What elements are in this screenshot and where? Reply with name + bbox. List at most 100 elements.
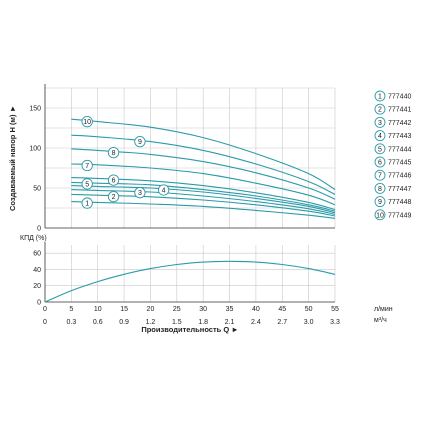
curve-marker-text: 3 — [138, 190, 142, 197]
x2-tick-label: 0 — [43, 319, 47, 326]
y-tick-label: 40 — [33, 267, 41, 274]
x2-tick-label: 1.8 — [198, 319, 208, 326]
curve-marker-text: 1 — [85, 201, 89, 208]
head-curve-2 — [71, 193, 336, 217]
legend-entry: 777446 — [388, 173, 411, 180]
y-tick-label: 0 — [37, 300, 41, 307]
x2-tick-label: 0.6 — [93, 319, 103, 326]
legend-marker-text: 9 — [378, 199, 382, 206]
y-tick-label: 20 — [33, 283, 41, 290]
curve-marker-text: 10 — [83, 119, 91, 126]
legend-marker-9 — [374, 196, 386, 208]
x2-tick-label: 0.3 — [66, 319, 76, 326]
curve-marker-10 — [81, 115, 93, 128]
y-tick-label: 150 — [29, 106, 41, 113]
x-unit-label: л/мин — [374, 306, 393, 313]
legend-marker-text: 7 — [378, 173, 382, 180]
legend-entry: 777443 — [388, 133, 411, 140]
head-curve-5 — [71, 181, 336, 212]
curve-marker-text: 2 — [112, 194, 116, 201]
legend-marker-8 — [374, 182, 386, 194]
legend-marker-10 — [374, 209, 386, 221]
x-tick-label: 50 — [305, 306, 313, 313]
legend-entry: 777444 — [388, 146, 411, 153]
curve-marker-2 — [107, 191, 120, 203]
legend-entry: 777449 — [388, 212, 411, 219]
y-tick-label: 100 — [29, 146, 41, 153]
y-tick-label: 60 — [33, 251, 41, 258]
curve-marker-text: 4 — [162, 188, 166, 195]
legend-entry: 777441 — [388, 107, 411, 114]
legend-marker-4 — [374, 130, 386, 142]
legend-entry: 777445 — [388, 160, 411, 167]
head-curve-7 — [71, 163, 336, 206]
legend-entry: 777448 — [388, 199, 411, 206]
curve-marker-7 — [81, 159, 93, 172]
x-tick-label: 0 — [43, 306, 47, 313]
curve-marker-4 — [157, 184, 170, 196]
legend-entry: 777442 — [388, 120, 411, 127]
y-tick-label: 50 — [33, 186, 41, 193]
head-curve-8 — [71, 148, 336, 200]
legend-marker-text: 2 — [378, 107, 382, 114]
head-curve-10 — [71, 118, 336, 191]
curve-marker-text: 7 — [85, 163, 89, 170]
x2-tick-label: 3.3 — [330, 319, 340, 326]
legend-marker-text: 10 — [376, 212, 384, 219]
head-curve-9 — [71, 134, 336, 195]
x2-tick-label: 1.5 — [172, 319, 182, 326]
head-curve-4 — [71, 185, 336, 214]
curve-marker-8 — [107, 146, 120, 159]
x-axis-title: Производительность Q ► — [141, 325, 238, 334]
legend-marker-5 — [374, 143, 386, 155]
curve-marker-3 — [134, 187, 146, 199]
x2-tick-label: 2.7 — [277, 319, 287, 326]
x-tick-label: 5 — [69, 306, 73, 313]
x2-tick-label: 2.4 — [251, 319, 261, 326]
y-tick-label: 0 — [37, 226, 41, 233]
legend-marker-7 — [374, 169, 386, 181]
legend-entry: 777440 — [388, 94, 411, 101]
x2-tick-label: 1.2 — [146, 319, 156, 326]
x-tick-label: 30 — [199, 306, 207, 313]
curve-marker-5 — [81, 178, 93, 190]
curve-marker-text: 9 — [138, 139, 142, 146]
x2-tick-label: 2.1 — [225, 319, 235, 326]
legend-marker-2 — [374, 103, 386, 115]
x-tick-label: 25 — [173, 306, 181, 313]
efficiency-curve — [44, 260, 336, 303]
curve-marker-1 — [81, 197, 93, 209]
legend-marker-text: 4 — [378, 133, 382, 140]
x-tick-label: 45 — [278, 306, 286, 313]
legend-marker-text: 1 — [378, 94, 382, 101]
legend-marker-3 — [374, 116, 386, 128]
x-tick-label: 35 — [226, 306, 234, 313]
legend-marker-text: 8 — [378, 186, 382, 193]
x2-tick-label: 0.9 — [119, 319, 129, 326]
head-curve-1 — [71, 201, 336, 219]
x2-tick-label: 3.0 — [304, 319, 314, 326]
x-tick-label: 55 — [331, 306, 339, 313]
curve-marker-9 — [134, 135, 146, 148]
legend-marker-1 — [374, 90, 386, 102]
legend-marker-text: 6 — [378, 160, 382, 167]
head-curve-3 — [71, 189, 336, 215]
x-tick-label: 40 — [252, 306, 260, 313]
curve-marker-text: 6 — [112, 178, 116, 185]
x-tick-label: 15 — [120, 306, 128, 313]
x-tick-label: 10 — [94, 306, 102, 313]
x2-unit-label: м³/ч — [374, 317, 387, 324]
head-curve-6 — [71, 177, 336, 211]
y-axis-title: Создаваемый напор H (м) ► — [8, 105, 17, 211]
legend-marker-text: 5 — [378, 146, 382, 153]
curve-marker-6 — [107, 174, 120, 186]
legend-entry: 777447 — [388, 186, 411, 193]
x-tick-label: 20 — [147, 306, 155, 313]
curve-marker-text: 8 — [112, 150, 116, 157]
curve-marker-text: 5 — [85, 181, 89, 188]
legend-marker-text: 3 — [378, 120, 382, 127]
legend-marker-6 — [374, 156, 386, 168]
efficiency-axis-title: КПД (%) — [20, 235, 47, 242]
